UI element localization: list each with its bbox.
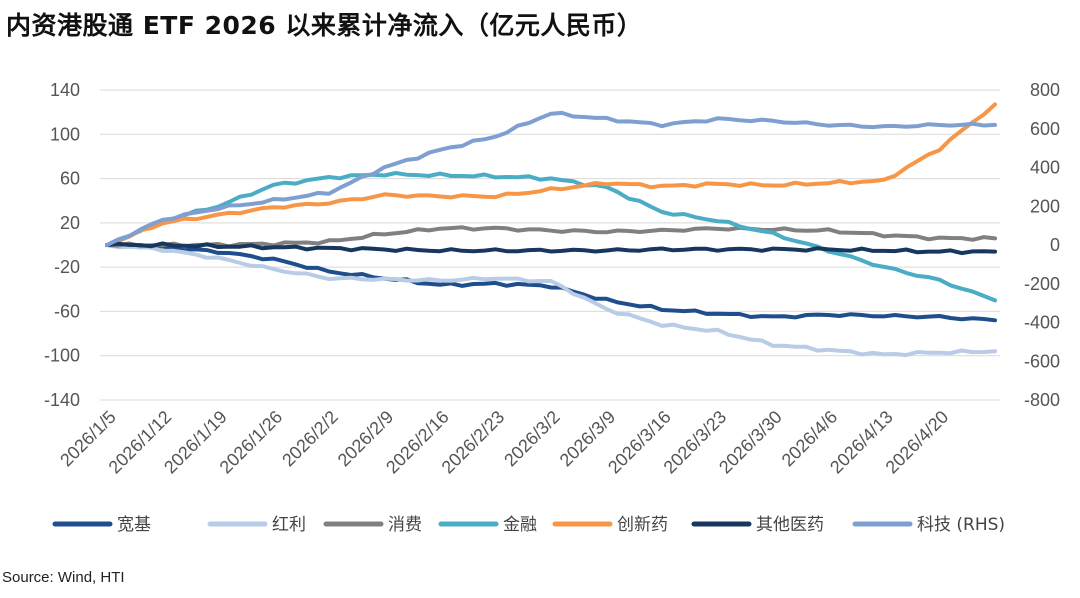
legend: 宽基 红利 消费 金融 创新药 其他医药 科技 (RHS) (52, 515, 1005, 535)
x-tick-label: 2026/3/2 (500, 407, 564, 471)
left-tick-label: -60 (54, 301, 80, 321)
right-tick-label: 400 (1030, 158, 1060, 178)
legend-label: 科技 (RHS) (917, 515, 1005, 535)
legend-label: 金融 (503, 515, 537, 535)
right-tick-label: 0 (1050, 235, 1060, 255)
source-note: Source: Wind, HTI (2, 569, 125, 586)
series-line-4 (105, 102, 997, 247)
legend-label: 红利 (272, 515, 306, 535)
x-tick-label: 2026/2/2 (278, 407, 342, 471)
left-tick-label: -100 (44, 346, 80, 366)
left-tick-label: -20 (54, 257, 80, 277)
series-lines (105, 102, 997, 358)
series-line-2 (105, 225, 997, 249)
right-tick-label: -200 (1024, 274, 1060, 294)
left-tick-label: -140 (44, 390, 80, 410)
left-tick-label: 100 (50, 124, 80, 144)
series-line-5 (105, 241, 997, 256)
legend-label: 消费 (388, 515, 422, 535)
right-tick-label: -400 (1024, 313, 1060, 333)
chart-title: 内资港股通 ETF 2026 以来累计净流入（亿元人民币） (6, 11, 643, 40)
left-tick-label: 60 (60, 169, 80, 189)
right-tick-label: 800 (1030, 80, 1060, 100)
right-y-axis: 800 600 400 200 0 -200 -400 -600 -800 (1024, 80, 1060, 410)
series-line-6 (105, 110, 997, 247)
right-tick-label: -800 (1024, 390, 1060, 410)
left-y-axis: 140 100 60 20 -20 -60 -100 -140 (44, 80, 80, 410)
left-tick-label: 140 (50, 80, 80, 100)
left-tick-label: 20 (60, 213, 80, 233)
legend-label: 宽基 (117, 515, 151, 535)
right-tick-label: -600 (1024, 351, 1060, 371)
right-tick-label: 600 (1030, 119, 1060, 139)
right-tick-label: 200 (1030, 196, 1060, 216)
series-line-0 (105, 242, 997, 323)
x-axis: 2026/1/52026/1/122026/1/192026/1/262026/… (56, 407, 952, 478)
legend-label: 其他医药 (756, 515, 824, 535)
legend-label: 创新药 (617, 515, 668, 535)
series-line-3 (105, 171, 997, 303)
series-line-1 (105, 243, 997, 358)
